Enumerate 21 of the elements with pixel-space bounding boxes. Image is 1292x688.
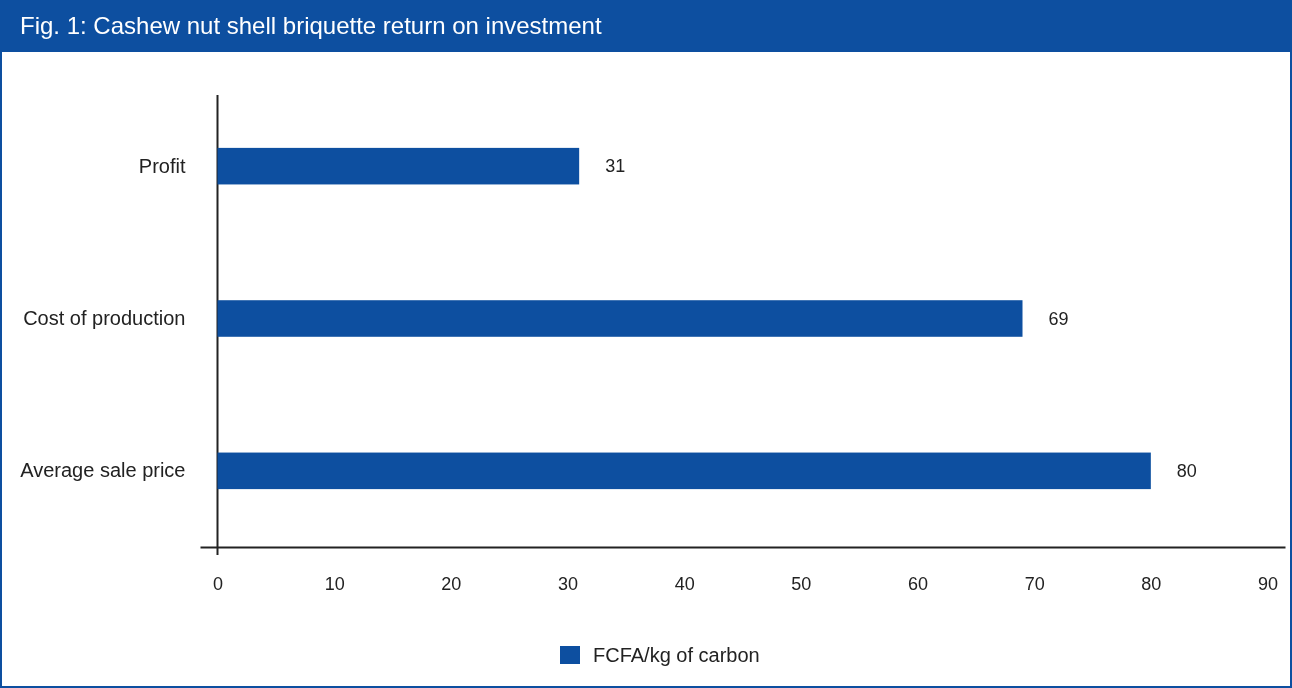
y-tick-label: Average sale price: [20, 459, 186, 482]
y-tick-label: Profit: [138, 154, 186, 177]
chart-title: Fig. 1: Cashew nut shell briquette return on investment: [20, 12, 602, 39]
data-label: 69: [1048, 308, 1069, 329]
bar: [217, 300, 1023, 337]
x-tick-label: 20: [441, 573, 462, 594]
x-tick-label: 30: [557, 573, 579, 594]
data-label: 31: [605, 156, 626, 177]
x-tick-label: 0: [212, 573, 224, 594]
x-tick-label: 10: [324, 573, 345, 594]
x-tick-label: 80: [1141, 573, 1162, 594]
x-tick-label: 60: [907, 573, 929, 594]
x-tick-label: 50: [791, 573, 812, 594]
x-tick-label: 70: [1024, 573, 1045, 594]
x-tick-label: 90: [1257, 573, 1279, 594]
bar: [217, 452, 1151, 490]
y-tick-label: Cost of production: [23, 306, 186, 329]
legend-label: FCFA/kg of carbon: [593, 644, 760, 666]
x-tick-label: 40: [674, 573, 695, 594]
bar: [217, 147, 580, 185]
data-label: 80: [1176, 460, 1197, 481]
